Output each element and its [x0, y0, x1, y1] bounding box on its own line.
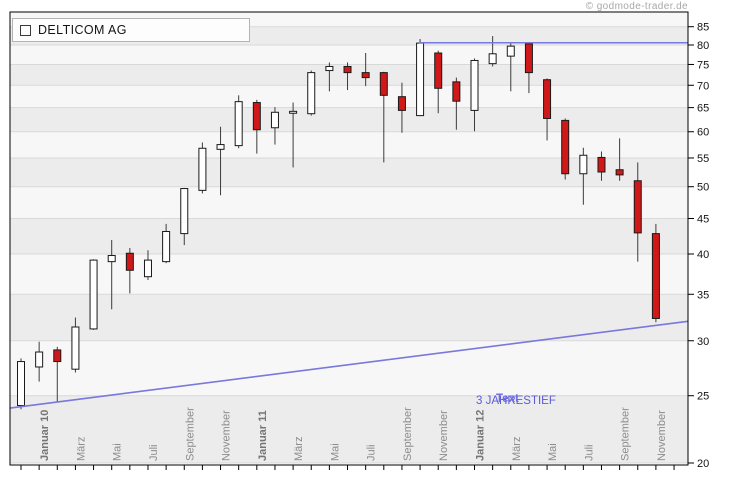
candle-Feb-11	[270, 107, 279, 145]
candle-Jun-12	[561, 118, 570, 180]
support-trendline[interactable]	[10, 320, 689, 409]
candle-Mai-10	[107, 240, 116, 310]
month-label: Januar 10	[39, 410, 51, 461]
series-checkbox-icon[interactable]	[20, 24, 31, 36]
x-axis-ticks	[20, 465, 675, 470]
month-label: März	[293, 437, 305, 461]
month-label: September	[184, 407, 196, 461]
y-tick-label: 60	[697, 127, 709, 139]
candle-Mär-10	[71, 317, 80, 373]
candle-Nov-11	[434, 50, 443, 114]
month-label: Juli	[583, 444, 595, 461]
y-tick-label: 85	[697, 22, 709, 34]
y-tick-label: 75	[697, 59, 709, 71]
candle-Aug-10	[162, 223, 171, 264]
candle-Okt-10	[198, 142, 207, 194]
month-label: Mai	[547, 443, 559, 461]
month-label: November	[656, 410, 668, 461]
y-tick-label: 30	[697, 336, 709, 348]
candle-Dez-10	[234, 95, 243, 149]
plot-border	[9, 11, 689, 466]
y-tick-label: 65	[697, 103, 709, 115]
candle-Apr-10	[89, 259, 98, 330]
candle-Okt-11	[416, 39, 425, 117]
y-axis: 20 25 30 35 40 45 50 55 60 65 70 75 80 85	[688, 22, 709, 470]
month-label: Januar 12	[475, 410, 487, 461]
candle-Mär-12	[506, 41, 515, 92]
y-tick-label: 40	[697, 249, 709, 261]
month-label: März	[511, 437, 523, 461]
month-label: Juli	[366, 444, 378, 461]
price-bands	[10, 12, 688, 464]
month-label: Januar 11	[257, 410, 269, 461]
candle-Okt-12	[633, 162, 642, 262]
candle-Jan-10	[35, 341, 44, 382]
candle-Jul-12	[579, 147, 588, 205]
annotation-text-label[interactable]: Text	[496, 393, 519, 405]
candle-Nov-12	[651, 223, 660, 323]
candle-Aug-11	[379, 71, 388, 163]
y-tick-label: 70	[697, 80, 709, 92]
month-label: November	[221, 410, 233, 461]
month-label: Juli	[148, 444, 160, 461]
y-tick-label: 80	[697, 40, 709, 52]
gridlines	[10, 26, 688, 464]
candlesticks	[17, 36, 660, 410]
y-tick-label: 45	[697, 213, 709, 225]
candle-Dez-11	[452, 77, 461, 130]
candle-Mär-11	[289, 102, 298, 168]
candle-Jul-10	[143, 250, 152, 280]
y-tick-label: 20	[697, 458, 709, 470]
candle-Apr-11	[307, 70, 316, 116]
month-label: September	[402, 407, 414, 461]
x-axis-labels: Januar 10 März Mai Juli September November Jan…	[39, 407, 668, 461]
candle-Jan-12	[470, 58, 479, 132]
candle-Jun-10	[125, 248, 134, 294]
month-label: März	[75, 437, 87, 461]
legend-box: DELTICOM AG	[12, 18, 250, 42]
candle-Sep-12	[615, 138, 624, 181]
candle-Apr-12	[524, 43, 533, 94]
instrument-title: DELTICOM AG	[38, 23, 127, 37]
month-label: Mai	[112, 443, 124, 461]
y-tick-label: 25	[697, 391, 709, 403]
candle-Aug-12	[597, 151, 606, 181]
candle-Mai-11	[325, 62, 334, 92]
candle-Jun-11	[343, 62, 352, 91]
candle-Jan-11	[252, 99, 261, 154]
y-tick-label: 50	[697, 182, 709, 194]
candle-Sep-11	[397, 82, 406, 133]
candle-Feb-10	[53, 346, 62, 402]
candle-Mai-12	[543, 78, 552, 141]
month-label: September	[620, 407, 632, 461]
annotation-3-jahrestief[interactable]: 3 JAHRESTIEF	[476, 395, 556, 407]
y-tick-label: 55	[697, 153, 709, 165]
candle-Sep-10	[180, 187, 189, 246]
candle-Feb-12	[488, 36, 497, 67]
y-tick-label: 35	[697, 289, 709, 301]
month-label: November	[438, 410, 450, 461]
watermark: © godmode-trader.de	[585, 1, 688, 12]
candle-Jul-11	[361, 53, 370, 87]
month-label: Mai	[329, 443, 341, 461]
candle-Dez-09	[17, 358, 25, 410]
candle-Nov-10	[216, 126, 225, 196]
